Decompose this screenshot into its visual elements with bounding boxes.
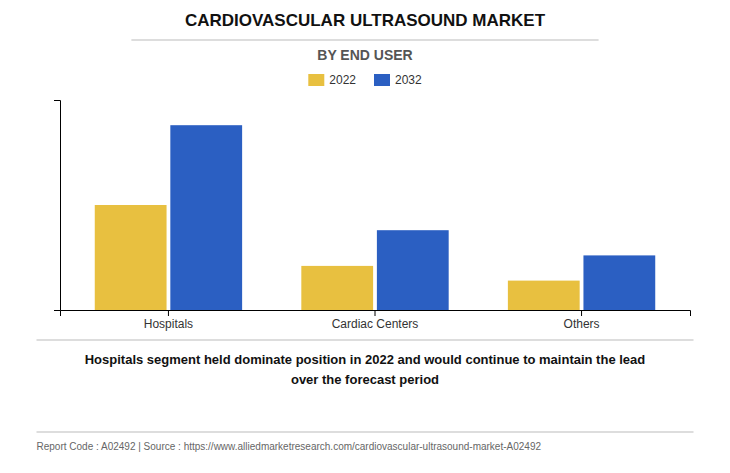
bar-series: [170, 125, 655, 310]
bar: [508, 281, 580, 310]
bar: [377, 230, 449, 310]
x-tick-mark: [375, 310, 376, 316]
bar: [301, 266, 373, 310]
bars: [95, 125, 655, 310]
chart-root: CARDIOVASCULAR ULTRASOUND MARKET BY END U…: [0, 0, 730, 473]
annotation-line: Hospitals segment held dominate position…: [85, 352, 646, 367]
x-tick-label: Cardiac Centers: [332, 317, 419, 331]
legend-swatch: [308, 74, 324, 86]
x-tick: Hospitals: [144, 310, 193, 331]
footer-rule: [37, 432, 694, 433]
legend-item: 2022: [308, 73, 356, 87]
annotation: Hospitals segment held dominate position…: [85, 352, 646, 387]
x-tick-mark: [168, 310, 169, 316]
legend-label: 2032: [395, 73, 422, 87]
x-tick-label: Others: [564, 317, 600, 331]
legend-item: 2032: [374, 73, 422, 87]
bar: [95, 205, 167, 310]
subtitle: BY END USER: [317, 47, 412, 63]
annotation-line: over the forecast period: [291, 372, 439, 387]
x-tick-label: Hospitals: [144, 317, 193, 331]
footer: Report Code : A02492 | Source : https://…: [37, 441, 542, 452]
x-tick-mark: [581, 310, 582, 316]
title: CARDIOVASCULAR ULTRASOUND MARKET: [185, 11, 546, 30]
bar-series: [95, 205, 580, 310]
x-tick: Others: [564, 310, 600, 331]
legend-label: 2022: [329, 73, 356, 87]
legend-swatch: [374, 74, 390, 86]
y-axis: [54, 101, 61, 311]
x-axis-line: [61, 311, 691, 317]
annotation-rule: [37, 340, 694, 341]
x-axis: Hospitals Cardiac Centers Others: [61, 310, 691, 331]
legend: 2022 2032: [308, 73, 422, 87]
bar: [583, 255, 655, 310]
title-rule: [131, 40, 598, 41]
y-axis-line: [54, 101, 61, 311]
bar: [170, 125, 242, 310]
x-tick: Cardiac Centers: [332, 310, 419, 331]
